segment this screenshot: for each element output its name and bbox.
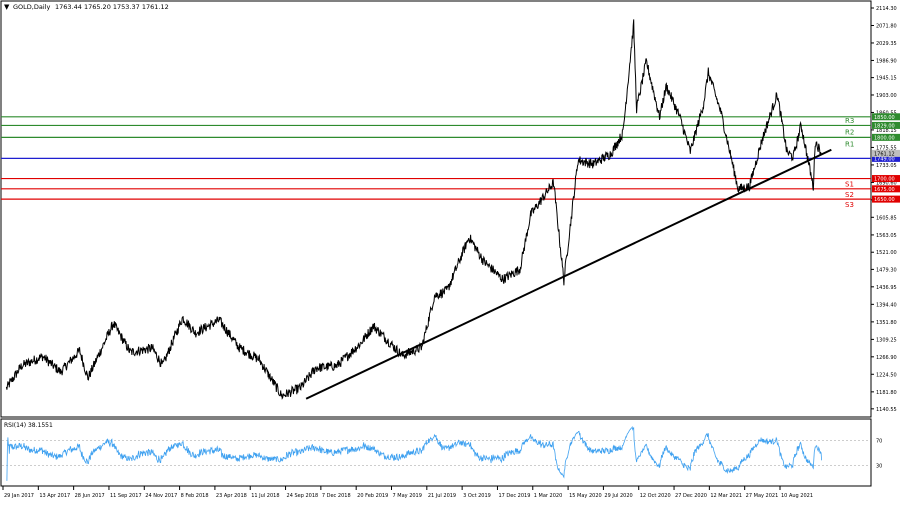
y-tick-label: 1140.55 [876, 407, 897, 413]
level-tag-text: 1800.00 [874, 135, 895, 141]
x-tick-label: 27 Dec 2020 [675, 493, 707, 499]
y-tick-label: 2114.30 [876, 6, 897, 12]
level-label-R1: R1 [845, 140, 854, 148]
y-tick-label: 1733.05 [876, 163, 897, 169]
x-tick-label: 24 Sep 2018 [287, 493, 319, 499]
y-tick-label: 1903.00 [876, 93, 897, 99]
level-tags-layer: 1850.00 1829.00 1800.00 1749.00 1700.00 1675.… [872, 113, 900, 203]
level-tag-text: 1650.00 [874, 197, 895, 203]
price-layer [5, 19, 822, 400]
x-tick-label: 11 Sep 2017 [110, 493, 142, 499]
x-tick-label: 21 Jul 2019 [428, 493, 456, 499]
x-tick-label: 8 Feb 2018 [181, 493, 209, 499]
level-tag-text: 1850.00 [874, 115, 895, 121]
price-line [5, 19, 822, 400]
level-tag-text: 1829.00 [874, 123, 895, 129]
level-tag-pivot [872, 154, 900, 162]
rsi-tick-label: 70 [876, 439, 882, 445]
y-tick-label: 1986.90 [876, 58, 897, 64]
x-tick-label: 28 Jun 2017 [75, 493, 105, 499]
level-tag-S3 [872, 195, 900, 203]
rsi-band-layer: 30 70 [2, 439, 882, 469]
y-tick-label: 1479.30 [876, 267, 897, 273]
y-tick-label: 1605.85 [876, 215, 897, 221]
y-tick-label: 1945.15 [876, 76, 897, 82]
x-axis: 29 Jan 2017 13 Apr 2017 28 Jun 2017 11 Sep … [2, 486, 813, 499]
trend-layer [305, 148, 832, 400]
dropdown-arrow-icon[interactable]: ▼ [4, 3, 10, 11]
y-axis: 2114.30 2071.80 2029.35 1986.90 1945.15 1903.… [871, 6, 897, 413]
chart-symbol: GOLD,Daily [13, 3, 50, 11]
level-tag-text: 1700.00 [874, 177, 895, 183]
x-tick-label: 20 Feb 2019 [357, 493, 388, 499]
level-tag-text: 1749.00 [874, 156, 895, 162]
y-tick-label: 1563.05 [876, 233, 897, 239]
y-tick-label: 1775.55 [876, 145, 897, 151]
y-tick-label: 2029.35 [876, 41, 897, 47]
level-tag-S2 [872, 185, 900, 193]
rsi-label: RSI(14) 38.1551 [4, 422, 53, 429]
x-tick-label: 23 Apr 2018 [216, 493, 247, 499]
x-tick-label: 10 Aug 2021 [781, 493, 813, 499]
rsi-panel [0, 418, 872, 487]
x-tick-label: 29 Jan 2017 [4, 493, 34, 499]
level-label-R3: R3 [845, 117, 854, 125]
y-tick-label: 1266.90 [876, 355, 897, 361]
x-tick-label: 17 Dec 2019 [498, 493, 530, 499]
x-tick-label: 29 Jul 2020 [604, 493, 632, 499]
rsi-layer [6, 425, 822, 481]
y-tick-label: 1436.95 [876, 285, 897, 291]
x-tick-label: 12 Oct 2020 [640, 493, 671, 499]
y-tick-label: 2071.80 [876, 23, 897, 29]
x-tick-label: 7 Dec 2018 [322, 493, 351, 499]
y-tick-label: 1818.15 [876, 128, 897, 134]
x-tick-label: 3 Oct 2019 [463, 493, 491, 499]
price-panel [0, 0, 872, 418]
rsi-tick-label: 30 [876, 463, 882, 469]
y-tick-label: 1521.00 [876, 250, 897, 256]
y-tick-label: 1181.80 [876, 390, 897, 396]
x-tick-label: 13 Apr 2017 [39, 493, 70, 499]
y-tick-label: 1394.40 [876, 302, 897, 308]
x-tick-label: 7 May 2019 [393, 493, 422, 499]
x-tick-label: 1 Mar 2020 [534, 493, 563, 499]
x-tick-label: 12 Mar 2021 [710, 493, 742, 499]
x-tick-label: 15 May 2020 [569, 493, 602, 499]
x-tick-label: 24 Nov 2017 [145, 493, 177, 499]
chart-ohlc: 1763.44 1765.20 1753.37 1761.12 [55, 3, 169, 11]
x-tick-label: 11 Jul 2018 [251, 493, 279, 499]
level-tag-S1 [872, 175, 900, 183]
trendline [305, 148, 832, 400]
y-tick-label: 1224.50 [876, 372, 897, 378]
level-tag-text: 1675.00 [874, 187, 895, 193]
level-label-S3: S3 [845, 201, 854, 209]
level-label-R2: R2 [845, 128, 854, 136]
level-tag-R3 [872, 113, 900, 121]
y-tick-label: 1690.60 [876, 180, 897, 186]
rsi-line [6, 425, 822, 481]
level-tag-R1 [872, 133, 900, 141]
y-tick-label: 1351.80 [876, 320, 897, 326]
x-tick-label: 27 May 2021 [746, 493, 779, 499]
y-tick-label: 1309.25 [876, 337, 897, 343]
levels-layer: R3 R2 R1 S1 S2 S3 [1, 116, 871, 209]
level-label-S1: S1 [845, 181, 854, 189]
current-price-text: 1761.12 [874, 151, 895, 157]
level-label-S2: S2 [845, 191, 854, 199]
level-tag-R2 [872, 121, 900, 129]
current-price-tag [872, 149, 900, 157]
